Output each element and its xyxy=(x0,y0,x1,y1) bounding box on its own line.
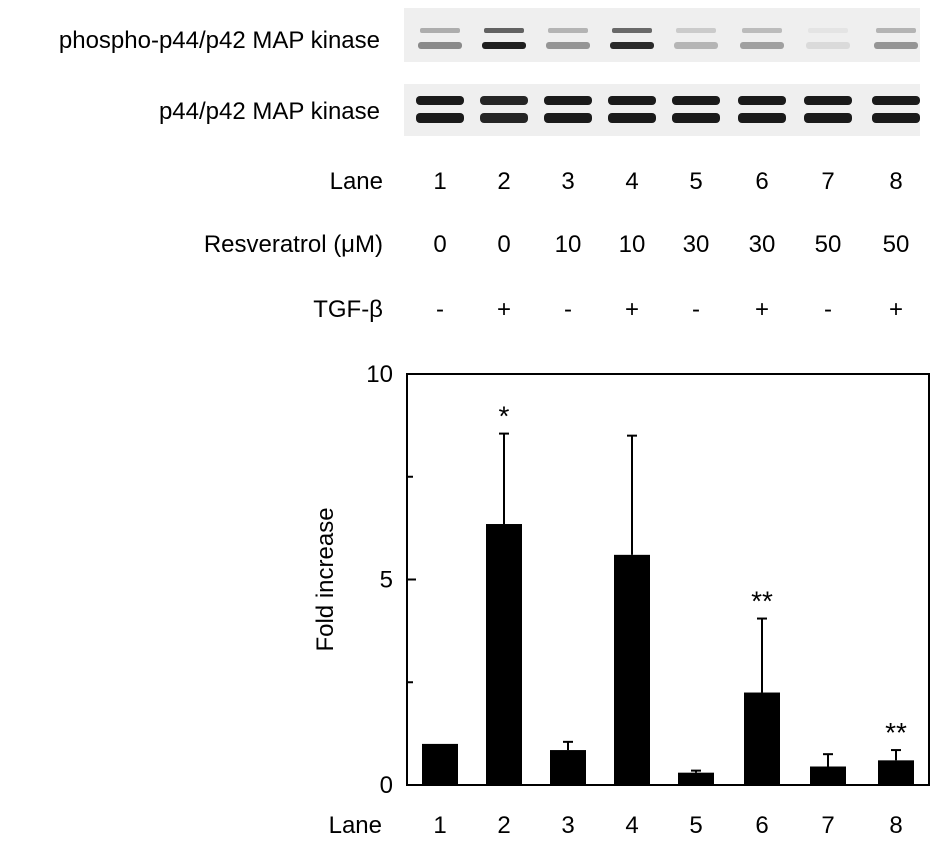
table-cell: 8 xyxy=(889,168,903,195)
phospho-band-upper xyxy=(876,28,916,33)
total-band-lower xyxy=(416,113,464,123)
y-axis-label: Fold increase xyxy=(312,507,339,651)
table-cell: 10 xyxy=(618,231,646,258)
total-band-lower xyxy=(608,113,656,123)
x-tick-label: 5 xyxy=(689,812,702,839)
phospho-blot-image xyxy=(404,8,920,62)
total-band-lower xyxy=(872,113,920,123)
total-band-lower xyxy=(672,113,720,123)
table-cell: 6 xyxy=(755,168,769,195)
phospho-band-lower xyxy=(546,42,590,49)
total-band-upper xyxy=(738,96,786,105)
total-band-upper xyxy=(544,96,592,105)
bar xyxy=(422,743,458,785)
bar xyxy=(810,766,846,785)
phospho-band-upper xyxy=(742,28,782,33)
table-cell: - xyxy=(564,296,572,323)
table-row-label: TGF-β xyxy=(313,296,383,323)
total-band-upper xyxy=(804,96,852,105)
phospho-band-upper xyxy=(484,28,524,33)
total-band-lower xyxy=(804,113,852,123)
bar xyxy=(614,554,650,785)
table-row-label: Lane xyxy=(329,168,383,195)
total-band-lower xyxy=(480,113,528,123)
bar xyxy=(550,750,586,785)
phospho-band-lower xyxy=(740,42,784,49)
table-cell: + xyxy=(624,296,639,323)
table-cell: 30 xyxy=(748,231,776,258)
phospho-band-upper xyxy=(808,28,848,33)
total-band-lower xyxy=(738,113,786,123)
table-cell: - xyxy=(824,296,832,323)
y-tick-label: 10 xyxy=(366,361,393,388)
significance-marker: ** xyxy=(885,717,907,748)
table-cell: 0 xyxy=(497,231,511,258)
phospho-band-lower xyxy=(418,42,462,49)
table-cell: 1 xyxy=(433,168,447,195)
x-tick-label: 2 xyxy=(497,812,510,839)
table-cell: 2 xyxy=(497,168,511,195)
table-row-label: Resveratrol (μM) xyxy=(203,231,383,258)
total-band-upper xyxy=(416,96,464,105)
x-tick-label: 3 xyxy=(561,812,574,839)
x-tick-label: 7 xyxy=(821,812,834,839)
phospho-blot-label: phospho-p44/p42 MAP kinase xyxy=(58,27,380,54)
significance-marker: ** xyxy=(751,586,773,617)
bar xyxy=(678,772,714,785)
table-cell: 4 xyxy=(625,168,639,195)
total-blot-image xyxy=(404,84,920,136)
table-cell: 10 xyxy=(554,231,582,258)
table-cell: - xyxy=(692,296,700,323)
table-cell: 7 xyxy=(821,168,835,195)
phospho-band-lower xyxy=(482,42,526,49)
bar xyxy=(744,692,780,785)
total-band-lower xyxy=(544,113,592,123)
phospho-band-upper xyxy=(676,28,716,33)
y-tick-label: 5 xyxy=(380,567,393,594)
x-tick-label: 4 xyxy=(625,812,638,839)
total-band-upper xyxy=(480,96,528,105)
bar xyxy=(878,760,914,785)
x-tick-label: 8 xyxy=(889,812,902,839)
total-band-upper xyxy=(872,96,920,105)
total-blot-label: p44/p42 MAP kinase xyxy=(158,98,380,125)
table-cell: - xyxy=(436,296,444,323)
phospho-band-lower xyxy=(610,42,654,49)
table-cell: 50 xyxy=(814,231,842,258)
x-tick-label: 1 xyxy=(433,812,446,839)
x-tick-label: 6 xyxy=(755,812,768,839)
table-cell: + xyxy=(496,296,511,323)
table-cell: 0 xyxy=(433,231,447,258)
phospho-band-lower xyxy=(806,42,850,49)
table-cell: 5 xyxy=(689,168,703,195)
table-cell: + xyxy=(888,296,903,323)
plot-frame xyxy=(406,373,930,786)
phospho-band-lower xyxy=(674,42,718,49)
table-cell: 30 xyxy=(682,231,710,258)
total-band-upper xyxy=(608,96,656,105)
phospho-band-upper xyxy=(548,28,588,33)
phospho-band-lower xyxy=(874,42,918,49)
table-cell: 50 xyxy=(882,231,910,258)
table-cell: + xyxy=(754,296,769,323)
x-axis-label: Lane xyxy=(329,812,382,839)
y-tick-label: 0 xyxy=(380,772,393,799)
phospho-band-upper xyxy=(420,28,460,33)
table-cell: 3 xyxy=(561,168,575,195)
phospho-blot-bands xyxy=(418,28,918,49)
total-blot-bands xyxy=(416,96,920,123)
significance-marker: * xyxy=(499,401,510,432)
total-band-upper xyxy=(672,96,720,105)
bar xyxy=(486,524,522,785)
phospho-band-upper xyxy=(612,28,652,33)
